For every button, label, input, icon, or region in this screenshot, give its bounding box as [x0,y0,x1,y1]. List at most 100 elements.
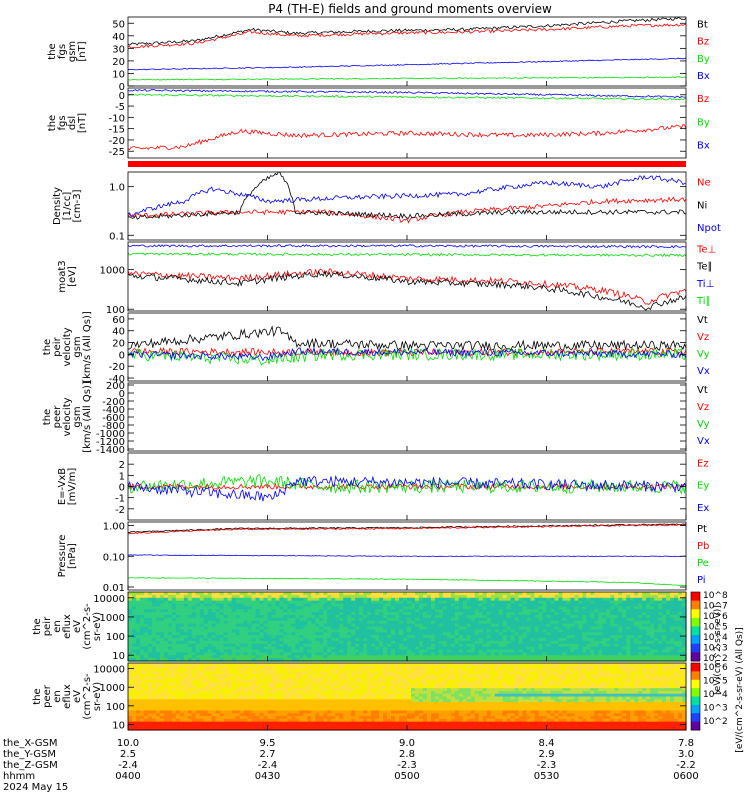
spectrogram-cell [307,676,312,681]
spectrogram-cell [207,685,213,689]
spectrogram-cell [594,658,599,662]
spectrogram-cell [291,640,296,645]
spectrogram-cell [594,592,599,596]
spectrogram-cell [530,609,536,613]
spectrogram-cell [267,679,273,684]
spectrogram-cell [418,597,424,602]
spectrogram-cell [363,617,368,622]
spectrogram-cell [155,688,161,692]
spectrogram-cell [203,646,209,651]
legend-Bx: Bx [697,71,710,82]
spectrogram-cell [187,617,193,622]
spectrogram-cell [227,646,233,651]
spectrogram-cell [646,640,651,645]
spectrogram-cell [630,649,635,653]
spectrogram-cell [227,623,233,628]
spectrogram-cell [327,710,332,714]
spectrogram-cell [355,592,360,596]
spectrogram-cell [407,638,412,642]
spectrogram-cell [223,699,229,703]
spectrogram-cell [263,612,269,616]
spectrogram-cell [191,682,197,686]
spectrogram-cell [207,665,213,670]
series-Vx-line [127,346,687,362]
spectrogram-cell [582,600,587,605]
y-tick-label: -1 [115,494,125,505]
spectrogram-cell [542,658,548,662]
spectrogram-cell [239,690,245,695]
spectrogram-cell [139,716,145,720]
spectrogram-cell [207,724,213,728]
spectrogram-cell [450,603,456,607]
spectrogram-cell [375,623,380,628]
spectrogram-cell [263,606,269,610]
spectrogram-cell [554,632,560,636]
spectrogram-cell [554,594,560,599]
spectrogram-cell [128,646,133,651]
spectrogram-cell [247,600,253,605]
spectrogram-cell [279,632,285,636]
spectrogram-cell [211,716,217,720]
spectrogram-cell [630,600,635,605]
spectrogram-cell [462,612,468,616]
spectrogram-cell [399,646,404,651]
y-axis-label: [nT] [77,41,88,61]
spectrogram-cell [375,635,380,639]
spectrogram-cell [550,658,556,662]
spectrogram-cell [139,676,145,681]
spectrogram-cell [434,592,440,596]
spectrogram-cell [383,592,388,596]
spectrogram-cell [219,699,225,703]
spectrogram-cell [311,724,316,728]
spectrogram-cell [610,646,615,651]
spectrogram-cell [363,615,368,619]
spectrogram-cell [502,649,508,653]
spectrogram-cell [183,688,189,692]
spectrogram-cell [642,635,647,639]
spectrogram-cell [187,609,193,613]
spectrogram-cell [299,713,304,717]
spectrogram-cell [291,665,296,670]
spectrogram-cell [159,724,165,728]
spectrogram-cell [259,699,265,703]
spectrogram-cell [131,638,137,642]
spectrogram-cell [335,713,340,717]
spectrogram-cell [251,640,257,645]
spectrogram-cell [426,658,432,662]
spectrogram-cell [530,597,536,602]
spectrogram-cell [167,592,173,596]
spectrogram-cell [383,623,388,628]
spectrogram-cell [550,612,556,616]
spectrogram-cell [219,696,225,700]
spectrogram-cell [387,623,392,628]
spectrogram-cell [618,612,623,616]
spectrogram-cell [259,646,265,651]
panel-frame [127,171,687,241]
series-Ti⊥-line [127,244,687,249]
spectrogram-cell [215,676,221,681]
spectrogram-cell [155,693,161,698]
spectrogram-cell [279,696,285,700]
spectrogram-cell [442,612,448,616]
spectrogram-cell [570,632,575,636]
spectrogram-cell [642,658,647,662]
spectrogram-cell [128,640,133,645]
spectrogram-cell [534,658,540,662]
spectrogram-cell [315,699,320,703]
spectrogram-cell [155,620,161,625]
spectrogram-cell [666,643,671,648]
spectrogram-cell [255,649,261,653]
spectrogram-cell [247,693,253,698]
spectrogram-cell [215,643,221,648]
spectrogram-cell [187,682,193,686]
spectrogram-cell [303,635,308,639]
spectrogram-cell [395,635,400,639]
spectrogram-cell [183,652,189,656]
spectrogram-cell [299,699,304,703]
spectrogram-cell [650,620,655,625]
spectrogram-cell [387,640,392,645]
spectrogram-cell [414,617,420,622]
spectrogram-cell [139,693,145,698]
spectrogram-cell [422,643,428,648]
spectrogram-cell [231,597,237,602]
